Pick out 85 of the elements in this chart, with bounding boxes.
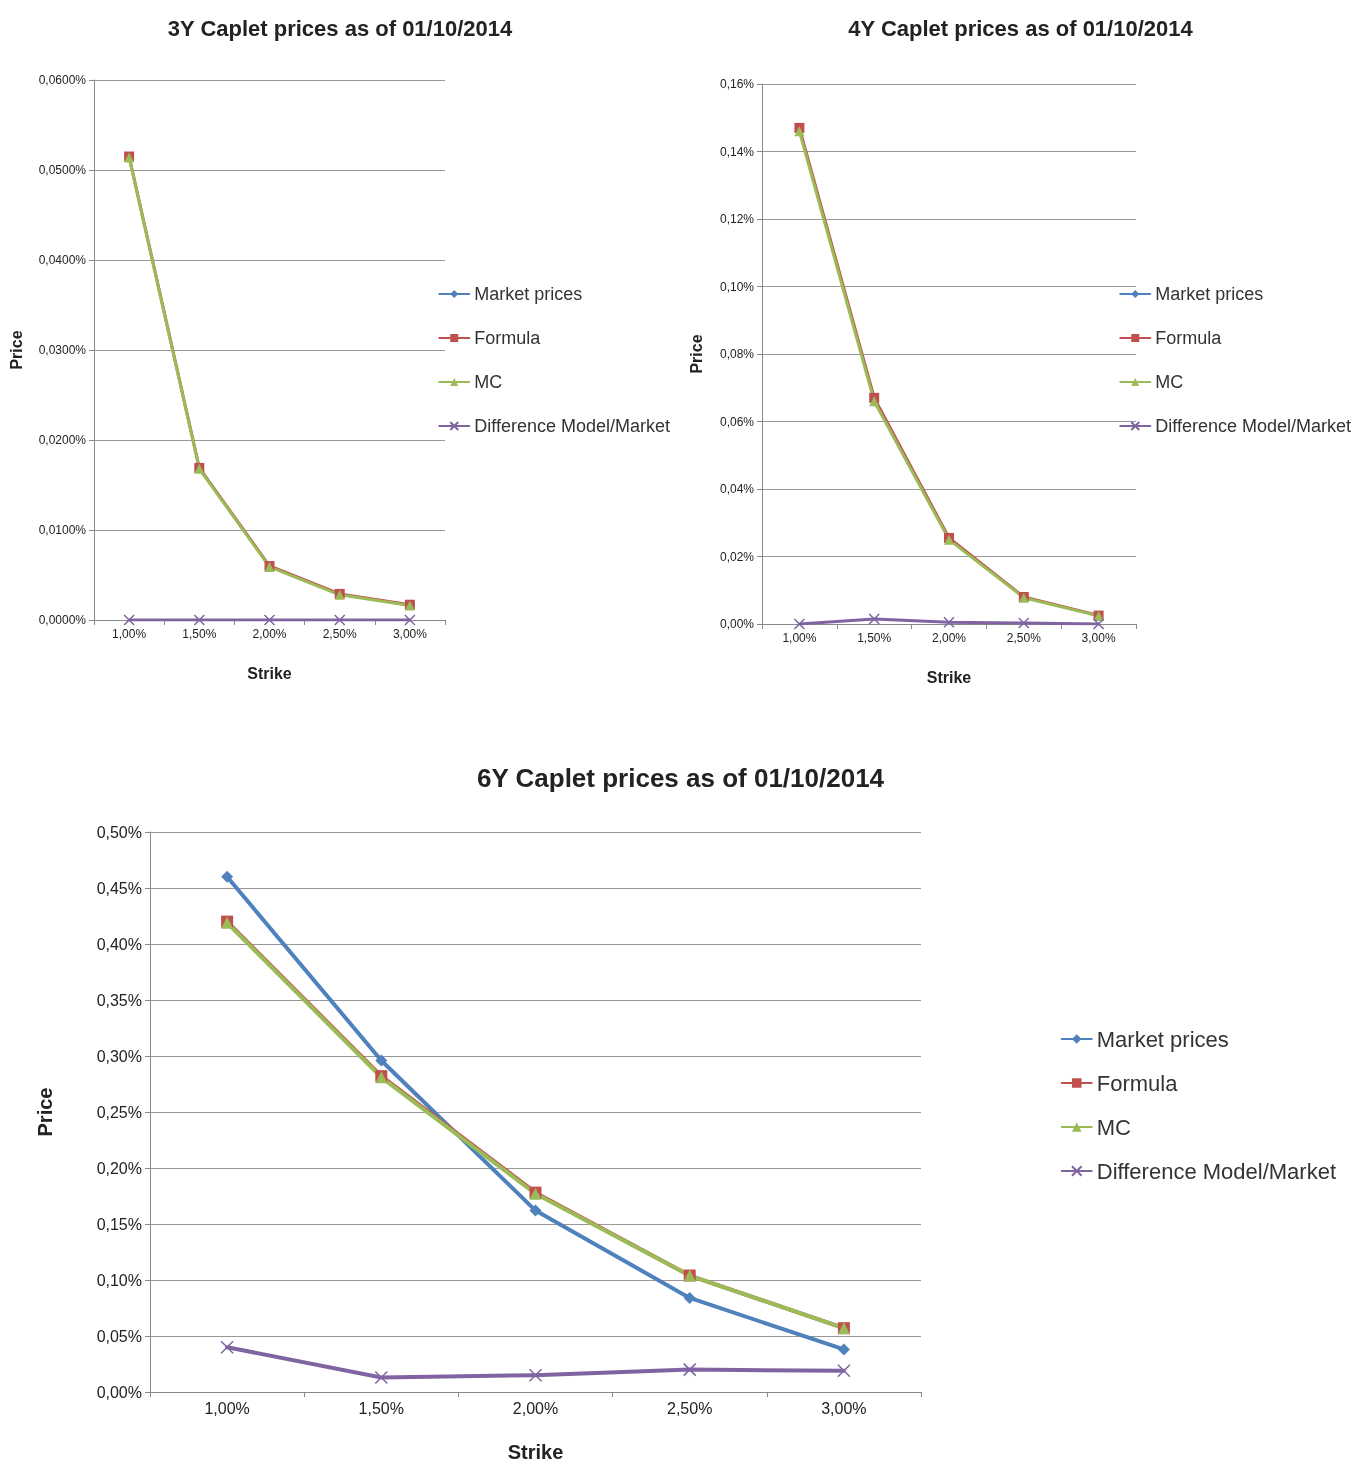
y-tick-label: 0,50% (96, 823, 142, 841)
y-tick-label: 0,0000% (38, 613, 87, 627)
point (682, 1362, 697, 1377)
x-tick-label: 3,00% (392, 627, 428, 641)
y-tick-label: 0,10% (719, 279, 755, 294)
y-tick-label: 0,45% (96, 879, 142, 897)
x-tick-label: 2,50% (667, 1399, 713, 1417)
y-tick-label: 0,00% (719, 617, 755, 631)
point (1092, 618, 1105, 630)
x-tick-label: 3,00% (1081, 631, 1116, 645)
point (263, 614, 276, 626)
legend-label: Difference Model/Market (1096, 1158, 1336, 1184)
x-tick-label: 2,00% (512, 1399, 559, 1417)
y-tick-label: 0,25% (96, 1103, 142, 1121)
legend-label: Market prices (474, 284, 583, 304)
x-tick-label: 2,00% (252, 627, 287, 641)
x-tick-label: 1,50% (857, 631, 892, 645)
point (220, 1340, 234, 1354)
point (528, 1368, 543, 1382)
point (943, 616, 955, 629)
legend-label: Market prices (1096, 1026, 1229, 1052)
y-tick-label: 0,04% (719, 482, 755, 496)
point (837, 1363, 851, 1378)
y-tick-label: 0,02% (719, 549, 755, 564)
y-axis-title: Price (34, 1087, 56, 1137)
y-tick-label: 0,40% (96, 935, 142, 953)
point (375, 1054, 388, 1067)
point (404, 614, 416, 626)
point (374, 1370, 389, 1385)
y-tick-label: 0,0100% (38, 523, 87, 537)
y-tick-label: 0,15% (96, 1215, 142, 1233)
x-axis-title: Strike (247, 664, 292, 682)
point (868, 613, 880, 625)
chart-title: 6Y Caplet prices as of 01/10/2014 (476, 763, 885, 793)
point (683, 1291, 696, 1304)
point (123, 614, 135, 626)
legend-label: Formula (1096, 1070, 1179, 1096)
point (333, 614, 346, 626)
legend-label: MC (474, 372, 503, 392)
point (794, 126, 805, 137)
x-tick-label: 2,50% (1006, 631, 1042, 645)
x-tick-label: 1,00% (112, 627, 147, 641)
x-tick-label: 3,00% (821, 1399, 867, 1417)
y-tick-label: 0,35% (96, 991, 142, 1009)
y-tick-label: 0,14% (719, 144, 755, 159)
y-tick-label: 0,16% (719, 77, 755, 91)
legend-label: Difference Model/Market (474, 416, 670, 436)
legend-label: Formula (474, 328, 542, 348)
y-tick-label: 0,12% (719, 212, 755, 226)
y-tick-label: 0,05% (96, 1327, 142, 1345)
y-tick-label: 0,10% (96, 1271, 142, 1289)
y-tick-label: 0,0500% (38, 163, 87, 177)
legend-label: Formula (1155, 328, 1223, 348)
y-axis-title: Price (7, 330, 25, 370)
point (793, 618, 806, 630)
point (529, 1204, 542, 1217)
legend-label: MC (1155, 372, 1184, 392)
y-tick-label: 0,30% (96, 1047, 142, 1065)
x-tick-label: 1,00% (204, 1399, 250, 1417)
point (221, 870, 234, 883)
x-axis-title: Strike (507, 1441, 564, 1463)
y-tick-label: 0,0600% (38, 73, 87, 87)
y-tick-label: 0,20% (96, 1159, 142, 1177)
x-tick-label: 1,50% (182, 627, 217, 641)
legend-label: Difference Model/Market (1155, 416, 1351, 436)
y-tick-label: 0,0200% (38, 433, 87, 447)
legend-label: MC (1096, 1114, 1132, 1140)
y-tick-label: 0,08% (719, 347, 755, 361)
x-tick-label: 2,00% (931, 631, 967, 645)
chart-title: 3Y Caplet prices as of 01/10/2014 (167, 15, 513, 41)
legend-label: Market prices (1155, 284, 1264, 304)
x-tick-label: 1,50% (358, 1399, 404, 1417)
chart-title: 4Y Caplet prices as of 01/10/2014 (848, 15, 1194, 41)
x-tick-label: 1,00% (782, 631, 817, 645)
x-axis-title: Strike (926, 668, 972, 686)
y-axis-title: Price (687, 334, 705, 374)
point (1018, 617, 1030, 629)
y-tick-label: 0,00% (96, 1383, 142, 1401)
y-tick-label: 0,0400% (38, 253, 87, 267)
point (869, 396, 880, 407)
x-tick-label: 2,50% (322, 627, 358, 641)
point (837, 1343, 850, 1356)
y-tick-label: 0,06% (719, 414, 755, 429)
y-tick-label: 0,0300% (38, 343, 87, 357)
point (193, 614, 206, 626)
